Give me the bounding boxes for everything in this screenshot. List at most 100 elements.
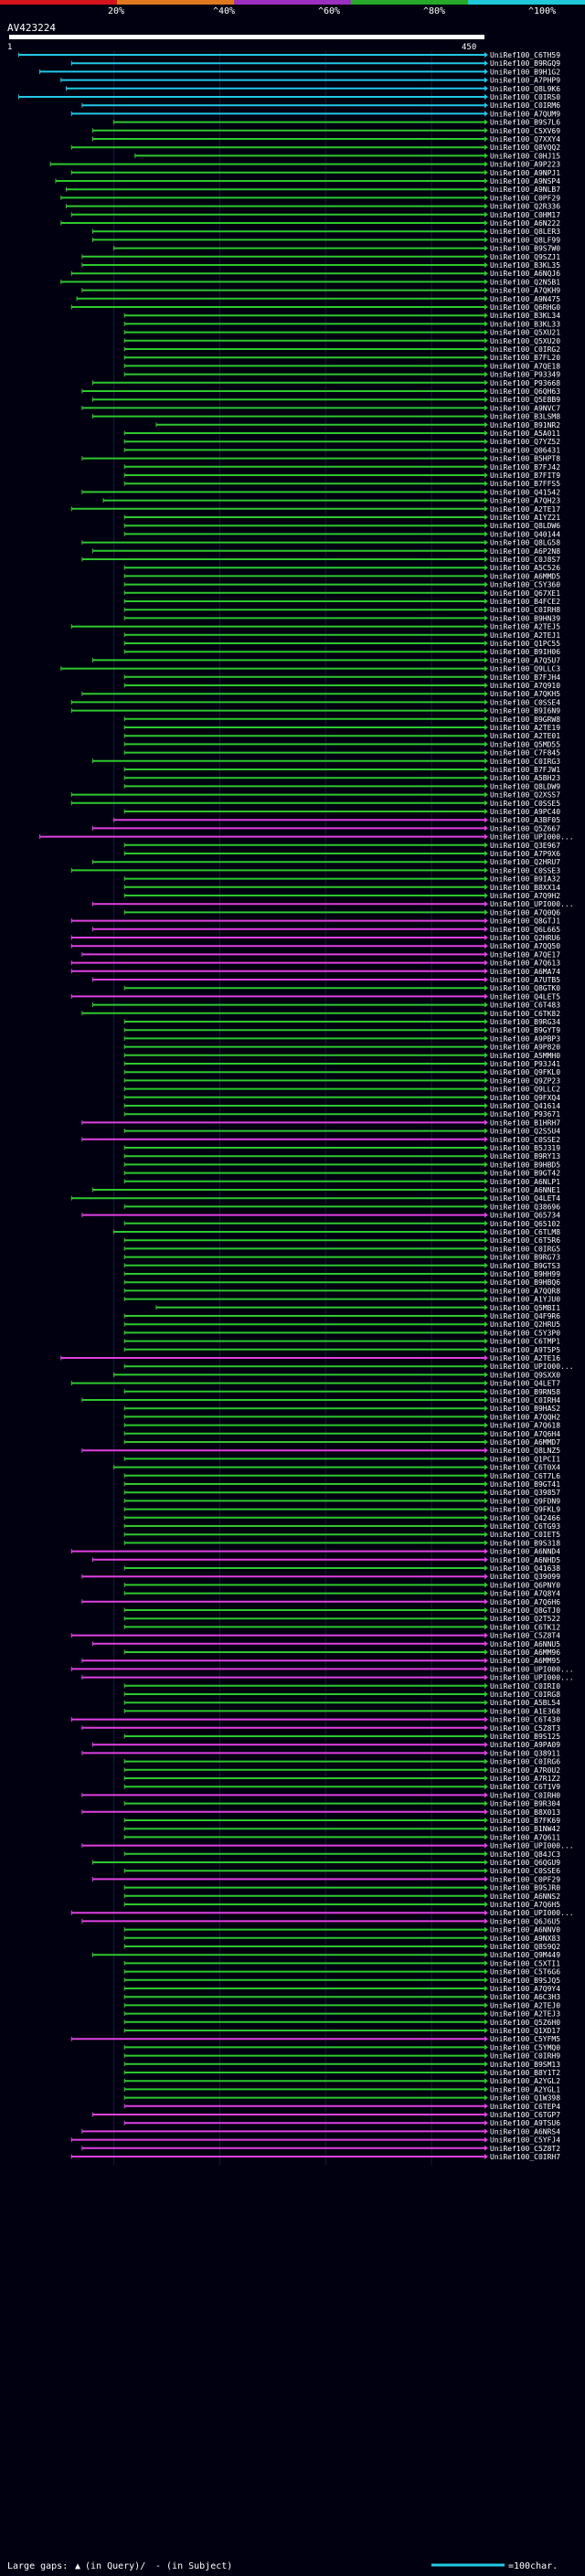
hit-label[interactable]: UniRef100_A5BL54 xyxy=(490,1699,560,1707)
hit-row[interactable]: UniRef100_B3KL35 xyxy=(81,261,560,270)
hit-row[interactable]: UniRef100_B7FFS5 xyxy=(123,480,560,488)
hit-label[interactable]: UniRef100_A9PA09 xyxy=(490,1741,560,1749)
hit-label[interactable]: UniRef100_A9N475 xyxy=(490,295,560,303)
hit-row[interactable]: UniRef100_A6NRS4 xyxy=(81,2127,560,2136)
hit-row[interactable]: UniRef100_B9GT41 xyxy=(123,1480,560,1489)
hit-label[interactable]: UniRef100_Q6L665 xyxy=(490,926,560,934)
hit-row[interactable]: UniRef100_Q9ZP23 xyxy=(123,1076,560,1085)
hit-row[interactable]: UniRef100_B9RY13 xyxy=(123,1152,560,1161)
hit-row[interactable]: UniRef100_Q2HRU5 xyxy=(123,1320,560,1329)
hit-row[interactable]: UniRef100_A6NNV0 xyxy=(123,1926,560,1935)
hit-row[interactable]: UniRef100_B9I6N9 xyxy=(70,707,560,716)
hit-row[interactable]: UniRef100_A7QH23 xyxy=(102,497,560,505)
hit-row[interactable]: UniRef100_Q8S9Q2 xyxy=(123,1943,560,1951)
hit-label[interactable]: UniRef100_A7P9X6 xyxy=(490,850,560,858)
hit-label[interactable]: UniRef100_A1YZ21 xyxy=(490,514,560,522)
hit-label[interactable]: UniRef100_B9HBQ6 xyxy=(490,1278,560,1287)
hit-row[interactable]: UniRef100_C0SSE2 xyxy=(81,1136,560,1144)
hit-label[interactable]: UniRef100_A7UTB5 xyxy=(490,976,560,984)
hit-label[interactable]: UniRef100_C0PF29 xyxy=(490,1875,560,1883)
hit-row[interactable]: UniRef100_Q65734 xyxy=(81,1212,560,1220)
hit-label[interactable]: UniRef100_Q8LNZ5 xyxy=(490,1447,560,1455)
hit-row[interactable]: UniRef100_A7QQ50 xyxy=(70,942,560,950)
hit-row[interactable]: UniRef100_A7Q6H4 xyxy=(123,1430,560,1438)
hit-row[interactable]: UniRef100_C6T5R6 xyxy=(123,1236,560,1245)
hit-label[interactable]: UniRef100_B9HN39 xyxy=(490,614,560,622)
hit-row[interactable]: UniRef100_Q06431 xyxy=(123,446,560,454)
hit-row[interactable]: UniRef100_B9HN39 xyxy=(123,614,560,622)
hit-row[interactable]: UniRef100_A2TE17 xyxy=(70,505,560,514)
hit-row[interactable]: UniRef100_A6NNS2 xyxy=(123,1892,560,1901)
hit-row[interactable]: UniRef100_B9GTS3 xyxy=(123,1262,560,1270)
hit-label[interactable]: UniRef100_Q9FXQ4 xyxy=(490,1094,560,1102)
hit-row[interactable]: UniRef100_A6MM95 xyxy=(81,1657,560,1665)
hit-label[interactable]: UniRef100_Q8LG58 xyxy=(490,539,560,547)
hit-label[interactable]: UniRef100_C6T7L6 xyxy=(490,1472,560,1480)
hit-row[interactable]: UniRef100_B9GRW8 xyxy=(123,716,560,724)
hit-label[interactable]: UniRef100_B91NR2 xyxy=(490,421,560,429)
hit-label[interactable]: UniRef100_B9R304 xyxy=(490,1800,560,1808)
hit-row[interactable]: UniRef100_C6T0X4 xyxy=(113,1464,561,1472)
hit-row[interactable]: UniRef100_Q6PNY0 xyxy=(123,1581,560,1589)
hit-label[interactable]: UniRef100_A2TE19 xyxy=(490,724,560,732)
hit-row[interactable]: UniRef100_B3KL33 xyxy=(123,320,560,328)
hit-label[interactable]: UniRef100_B9S125 xyxy=(490,1733,560,1741)
hit-label[interactable]: UniRef100_A6MA74 xyxy=(490,968,560,976)
hit-row[interactable]: UniRef100_Q8VQQ2 xyxy=(70,143,560,152)
hit-label[interactable]: UniRef100_Q8LER3 xyxy=(490,228,560,236)
hit-row[interactable]: UniRef100_Q6L665 xyxy=(91,926,560,934)
hit-row[interactable]: UniRef100_A9P820 xyxy=(123,1044,560,1052)
hit-label[interactable]: UniRef100_Q4LET5 xyxy=(490,992,560,1001)
hit-label[interactable]: UniRef100_B7FIT9 xyxy=(490,472,560,480)
hit-row[interactable]: UniRef100_A9T5P5 xyxy=(123,1346,560,1354)
hit-label[interactable]: UniRef100_B1NW42 xyxy=(490,1825,560,1833)
hit-label[interactable]: UniRef100_A7Q9H2 xyxy=(490,892,560,900)
hit-label[interactable]: UniRef100_Q42466 xyxy=(490,1514,560,1522)
hit-row[interactable]: UniRef100_Q5XU21 xyxy=(123,329,560,337)
hit-label[interactable]: UniRef100_A6NNE1 xyxy=(490,1186,560,1194)
hit-label[interactable]: UniRef100_A7QQH2 xyxy=(490,1413,560,1421)
hit-label[interactable]: UniRef100_C5Z8T2 xyxy=(490,2145,560,2153)
hit-label[interactable]: UniRef100_B8X013 xyxy=(490,1808,560,1817)
hit-label[interactable]: UniRef100_C5T6G6 xyxy=(490,1968,560,1977)
hit-row[interactable]: UniRef100_B9HAS2 xyxy=(123,1405,560,1413)
hit-row[interactable]: UniRef100_C6TK12 xyxy=(123,1623,560,1631)
hit-label[interactable]: UniRef100_B9RG73 xyxy=(490,1254,560,1262)
hit-row[interactable]: UniRef100_B9H1G2 xyxy=(39,68,561,76)
hit-label[interactable]: UniRef100_C5YFJ4 xyxy=(490,2136,560,2145)
hit-label[interactable]: UniRef100_C0IRG3 xyxy=(490,758,560,766)
hit-label[interactable]: UniRef100_A1YJU0 xyxy=(490,1296,560,1304)
hit-row[interactable]: UniRef100_B9GYT9 xyxy=(123,1026,560,1034)
hit-row[interactable]: UniRef100_B7FJH4 xyxy=(123,673,560,682)
hit-label[interactable]: UniRef100_A7Q613 xyxy=(490,959,560,968)
hit-label[interactable]: UniRef100_A5BH23 xyxy=(490,774,560,782)
hit-row[interactable]: UniRef100_B8X013 xyxy=(81,1808,560,1817)
hit-row[interactable]: UniRef100_C7F845 xyxy=(123,749,560,758)
hit-row[interactable]: UniRef100_Q3E967 xyxy=(123,842,560,850)
hit-label[interactable]: UniRef100_A2TEJ5 xyxy=(490,623,560,631)
hit-row[interactable]: UniRef100_C0SSE3 xyxy=(70,866,560,875)
hit-row[interactable]: UniRef100_P93349 xyxy=(123,371,560,379)
hit-label[interactable]: UniRef100_Q9SXX0 xyxy=(490,1371,560,1379)
hit-row[interactable]: UniRef100_C6TGP7 xyxy=(91,2111,560,2119)
hit-row[interactable]: UniRef100_A2YGL2 xyxy=(123,2077,560,2085)
hit-row[interactable]: UniRef100_Q6J6U5 xyxy=(81,1917,560,1925)
hit-label[interactable]: UniRef100_Q9LLC3 xyxy=(490,665,560,673)
hit-label[interactable]: UniRef100_A5A011 xyxy=(490,429,560,438)
hit-row[interactable]: UniRef100_B1HRH7 xyxy=(81,1118,560,1127)
hit-row[interactable]: UniRef100_C0IRI0 xyxy=(123,1682,560,1691)
hit-row[interactable]: UniRef100_Q2HRU7 xyxy=(91,858,560,866)
hit-row[interactable]: UniRef100_Q41638 xyxy=(123,1564,560,1573)
hit-row[interactable]: UniRef100_UPI000... xyxy=(70,1665,574,1673)
hit-label[interactable]: UniRef100_A2YGL1 xyxy=(490,2085,560,2094)
hit-row[interactable]: UniRef100_UPI000... xyxy=(70,1909,574,1917)
hit-label[interactable]: UniRef100_C6T0X4 xyxy=(490,1464,560,1472)
hit-label[interactable]: UniRef100_C0HM17 xyxy=(490,211,560,219)
hit-label[interactable]: UniRef100_Q65734 xyxy=(490,1212,560,1220)
hit-label[interactable]: UniRef100_B9GTS3 xyxy=(490,1262,560,1270)
hit-label[interactable]: UniRef100_A7QKH5 xyxy=(490,690,560,698)
hit-row[interactable]: UniRef100_Q9FXQ4 xyxy=(123,1094,560,1102)
hit-label[interactable]: UniRef100_Q8LDW9 xyxy=(490,782,560,790)
hit-row[interactable]: UniRef100_A7Q0Q6 xyxy=(123,908,560,917)
hit-label[interactable]: UniRef100_A2TEJ3 xyxy=(490,2010,560,2019)
